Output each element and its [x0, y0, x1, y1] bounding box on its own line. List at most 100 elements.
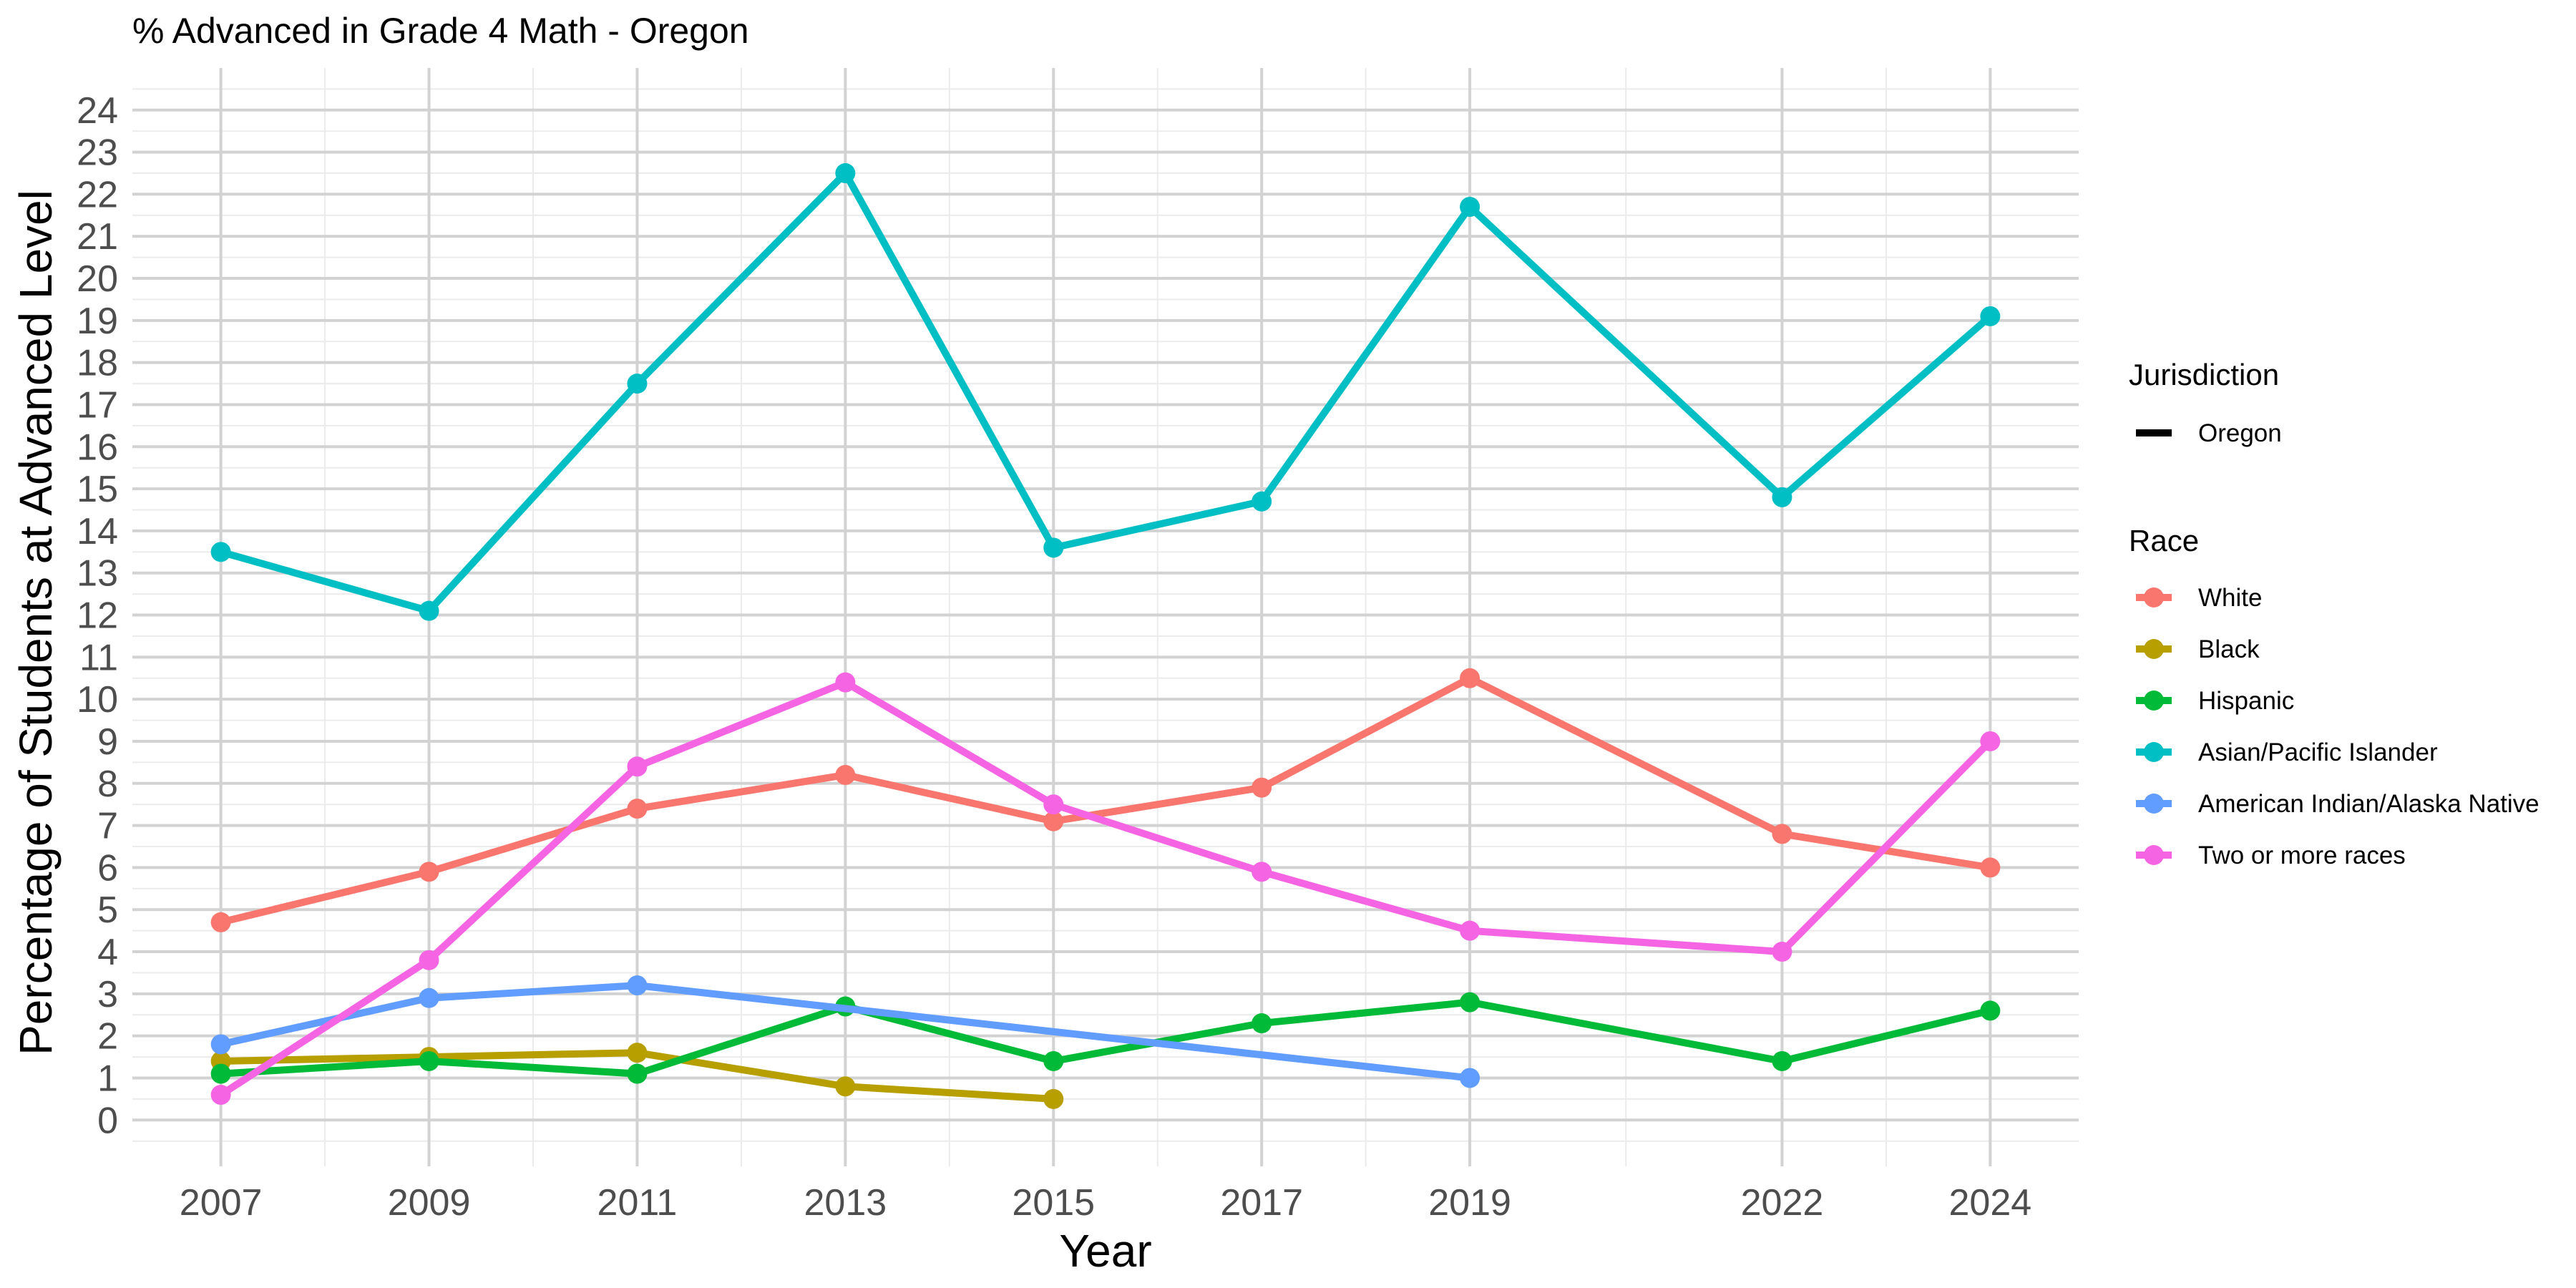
data-point — [1980, 857, 2001, 878]
data-point — [1252, 491, 1272, 512]
legend-race-label: Hispanic — [2198, 687, 2294, 715]
y-tick-label: 18 — [77, 343, 118, 384]
data-point — [1772, 824, 1792, 844]
series-hispanic — [210, 992, 2001, 1084]
series-white — [210, 668, 2001, 932]
data-point — [1043, 1050, 1064, 1071]
data-point — [1460, 992, 1480, 1013]
x-tick-label: 2013 — [804, 1182, 887, 1224]
y-tick-label: 3 — [97, 974, 118, 1015]
data-point — [1252, 862, 1272, 882]
series-layer — [210, 163, 2001, 1109]
x-tick-label: 2009 — [388, 1182, 471, 1224]
x-tick-label: 2022 — [1741, 1182, 1824, 1224]
y-tick-label: 15 — [77, 469, 118, 510]
data-point — [210, 1063, 231, 1084]
y-tick-label: 9 — [97, 721, 118, 763]
legend-jurisdiction-title: Jurisdiction — [2129, 358, 2279, 391]
data-point — [1043, 794, 1064, 815]
data-point — [419, 950, 439, 970]
data-point — [627, 1043, 648, 1063]
x-tick-label: 2017 — [1220, 1182, 1303, 1224]
data-point — [1460, 1068, 1480, 1088]
y-tick-label: 6 — [97, 847, 118, 889]
data-point — [835, 163, 856, 184]
series-american-indian-alaska-native — [210, 975, 1480, 1088]
legend-race-label: White — [2198, 584, 2262, 612]
data-point — [210, 1034, 231, 1055]
data-point — [627, 374, 648, 394]
x-tick-label: 2007 — [180, 1182, 263, 1224]
chart-title: % Advanced in Grade 4 Math - Oregon — [132, 11, 749, 51]
x-tick-label: 2024 — [1949, 1182, 2032, 1224]
data-point — [1043, 1088, 1064, 1109]
legend-race-items: White Black Hispanic Asian/Pacific Islander… — [2136, 584, 2540, 869]
legend: Jurisdiction Oregon Race White Black Hispa… — [2129, 358, 2540, 869]
legend-race-marker — [2144, 587, 2164, 608]
legend-race-label: Two or more races — [2198, 841, 2406, 869]
y-tick-label: 14 — [77, 511, 118, 552]
series-black — [210, 1043, 1064, 1109]
y-tick-label: 5 — [97, 889, 118, 931]
y-tick-label: 17 — [77, 384, 118, 426]
data-point — [1460, 197, 1480, 218]
series-asian-pacific-islander — [210, 163, 2001, 621]
y-axis-title: Percentage of Students at Advanced Level — [10, 190, 62, 1055]
y-tick-label: 1 — [97, 1058, 118, 1099]
legend-race-marker — [2144, 845, 2164, 865]
data-point — [627, 799, 648, 819]
data-point — [1772, 942, 1792, 962]
y-tick-label: 24 — [77, 90, 118, 132]
legend-race-marker — [2144, 742, 2164, 762]
grid — [132, 68, 2079, 1166]
y-tick-label: 20 — [77, 258, 118, 300]
y-tick-label: 12 — [77, 595, 118, 637]
data-point — [1980, 1000, 2001, 1021]
data-point — [210, 1085, 231, 1106]
y-tick-label: 0 — [97, 1100, 118, 1141]
y-tick-label: 7 — [97, 806, 118, 847]
legend-race-marker — [2144, 794, 2164, 814]
data-point — [419, 1050, 439, 1071]
y-tick-label: 8 — [97, 763, 118, 805]
y-tick-label: 16 — [77, 426, 118, 468]
data-point — [1772, 487, 1792, 507]
data-point — [210, 912, 231, 932]
legend-race-title: Race — [2129, 524, 2199, 557]
data-point — [1043, 537, 1064, 558]
data-point — [1460, 668, 1480, 688]
legend-race-label: Black — [2198, 635, 2260, 663]
legend-jurisdiction-items: Oregon — [2136, 419, 2282, 447]
y-tick-label: 11 — [79, 637, 118, 678]
data-point — [1043, 811, 1064, 831]
y-tick-label: 4 — [97, 932, 118, 973]
x-tick-label: 2019 — [1428, 1182, 1511, 1224]
x-axis-ticks: 2007 2009 2011 2013 2015 2017 2019 2022 2024 — [180, 1182, 2031, 1224]
data-point — [210, 542, 231, 562]
legend-race-label: American Indian/Alaska Native — [2198, 790, 2540, 818]
legend-race-marker — [2144, 691, 2164, 711]
data-point — [835, 672, 856, 693]
series-line — [220, 982, 1470, 1082]
y-tick-label: 10 — [77, 679, 118, 721]
y-tick-label: 21 — [77, 216, 118, 258]
data-point — [835, 765, 856, 786]
y-tick-label: 2 — [97, 1016, 118, 1058]
data-point — [1460, 920, 1480, 941]
data-point — [627, 756, 648, 777]
x-tick-label: 2015 — [1012, 1182, 1095, 1224]
data-point — [835, 1076, 856, 1097]
data-point — [419, 987, 439, 1008]
data-point — [1252, 1013, 1272, 1034]
data-point — [1980, 731, 2001, 751]
y-tick-label: 13 — [77, 553, 118, 595]
legend-race-label: Asian/Pacific Islander — [2198, 738, 2438, 766]
series-two-or-more-races — [210, 672, 2001, 1106]
legend-race-marker — [2144, 639, 2164, 659]
data-point — [1252, 777, 1272, 798]
x-axis-title: Year — [1059, 1225, 1151, 1277]
data-point — [1980, 306, 2001, 326]
legend-jurisdiction-label: Oregon — [2198, 419, 2282, 447]
